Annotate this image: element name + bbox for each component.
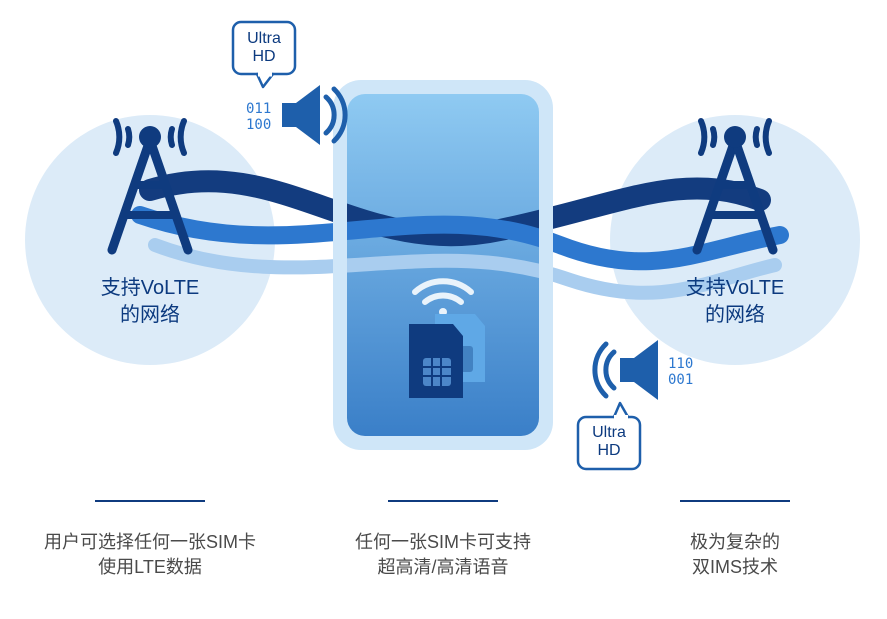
caption-right-line2: 双IMS技术 [692, 557, 778, 577]
bubble-left-line2: HD [252, 48, 275, 65]
bubble-right-line1: Ultra [592, 424, 626, 441]
digits-left-2: 100 [246, 117, 271, 133]
tower-right-label: 支持VoLTE 的网络 [655, 275, 815, 329]
diagram-root: 011 100 110 001 支持VoLTE 的网络 支持VoLTE 的网络 … [0, 0, 887, 619]
bubble-right-text: Ultra HD [580, 424, 638, 461]
caption-mid-line2: 超高清/高清语音 [377, 557, 508, 577]
bubble-left-line1: Ultra [247, 30, 281, 47]
caption-left-line1: 用户可选择任何一张SIM卡 [44, 532, 256, 552]
caption-mid-line1: 任何一张SIM卡可支持 [355, 532, 531, 552]
caption-mid-line [388, 500, 498, 502]
caption-mid: 任何一张SIM卡可支持 超高清/高清语音 [313, 530, 573, 580]
digits-right-1: 110 [668, 356, 693, 372]
caption-left-line [95, 500, 205, 502]
digits-right-2: 001 [668, 372, 693, 388]
tower-left-line2: 的网络 [120, 304, 180, 326]
tower-right-line1: 支持VoLTE [686, 277, 785, 299]
bubble-right-line2: HD [597, 442, 620, 459]
caption-right: 极为复杂的 双IMS技术 [605, 530, 865, 580]
tower-left-label: 支持VoLTE 的网络 [70, 275, 230, 329]
speaker-left-icon: 011 100 [246, 85, 345, 145]
caption-left-line2: 使用LTE数据 [98, 557, 202, 577]
caption-right-line1: 极为复杂的 [690, 532, 780, 552]
bubble-left-text: Ultra HD [236, 30, 292, 67]
tower-left-line1: 支持VoLTE [101, 277, 200, 299]
tower-right-line2: 的网络 [705, 304, 765, 326]
caption-left: 用户可选择任何一张SIM卡 使用LTE数据 [20, 530, 280, 580]
caption-right-line [680, 500, 790, 502]
digits-left-1: 011 [246, 101, 271, 117]
